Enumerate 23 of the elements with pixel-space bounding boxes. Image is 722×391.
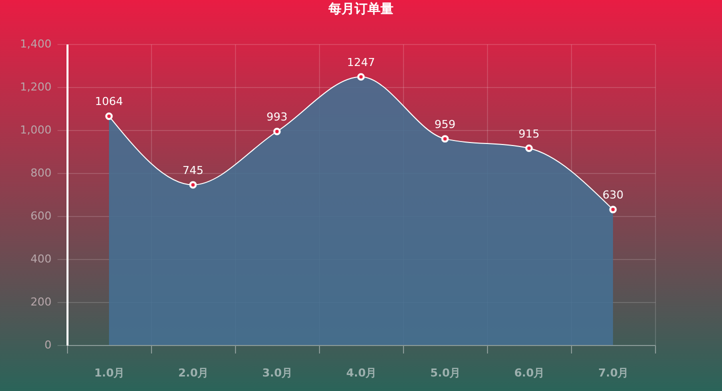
data-label: 993 bbox=[266, 110, 288, 124]
chart-title: 每月订单量 bbox=[328, 1, 394, 17]
y-tick-label: 600 bbox=[30, 210, 52, 222]
data-label: 1064 bbox=[95, 95, 123, 108]
x-tick-label: 7.0月 bbox=[598, 366, 629, 380]
x-tick-label: 3.0月 bbox=[262, 366, 293, 380]
data-label: 630 bbox=[602, 188, 624, 202]
data-label: 959 bbox=[434, 118, 456, 131]
y-tick-label: 1,400 bbox=[20, 38, 52, 50]
x-tick-label: 4.0月 bbox=[346, 366, 377, 380]
y-tick-label: 400 bbox=[30, 252, 52, 266]
y-tick-label: 1,000 bbox=[20, 124, 52, 136]
data-label: 915 bbox=[518, 127, 540, 140]
data-label: 745 bbox=[182, 164, 204, 177]
y-tick-label: 0 bbox=[44, 338, 52, 352]
y-tick-label: 800 bbox=[30, 166, 52, 180]
x-tick-label: 5.0月 bbox=[430, 366, 461, 380]
y-tick-label: 200 bbox=[30, 296, 52, 308]
data-label: 1247 bbox=[347, 56, 375, 69]
x-tick-label: 1.0月 bbox=[94, 366, 125, 380]
x-tick-label: 6.0月 bbox=[514, 366, 545, 380]
y-tick-label: 1,200 bbox=[20, 80, 52, 94]
x-tick-label: 2.0月 bbox=[178, 366, 209, 380]
